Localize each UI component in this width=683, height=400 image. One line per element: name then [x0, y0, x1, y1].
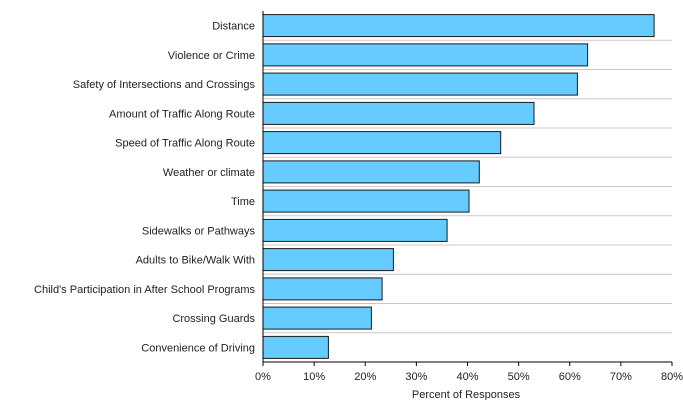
- grid-lines: [263, 39, 672, 334]
- category-labels: Distance Violence or Crime Safety of Inter…: [34, 21, 255, 355]
- category-label: Distance: [212, 21, 255, 33]
- bars: [262, 14, 655, 359]
- x-tick-label: 20%: [354, 371, 376, 383]
- x-axis-title: Percent of Responses: [412, 389, 521, 400]
- category-label: Safety of Intersections and Crossings: [73, 79, 256, 91]
- category-label: Time: [231, 196, 255, 208]
- x-tick-label: 80%: [661, 371, 683, 383]
- x-tick-label: 40%: [456, 371, 478, 383]
- bar: [262, 131, 502, 155]
- bar: [262, 306, 372, 330]
- category-label: Violence or Crime: [168, 50, 255, 62]
- x-tick-label: 0%: [255, 371, 271, 383]
- bar: [262, 14, 655, 38]
- bar: [262, 43, 589, 67]
- bar: [262, 101, 535, 125]
- bar: [262, 72, 578, 96]
- x-tick-label: 10%: [303, 371, 325, 383]
- bar: [262, 218, 448, 242]
- bar: [262, 189, 470, 213]
- x-tick-label: 30%: [405, 371, 427, 383]
- category-label: Child's Participation in After School Pr…: [34, 284, 255, 296]
- bar: [262, 248, 394, 272]
- x-ticks: 0% 10% 20% 30% 40% 50% 60% 70% 80%: [255, 362, 683, 383]
- category-label: Sidewalks or Pathways: [142, 225, 256, 237]
- category-label: Amount of Traffic Along Route: [109, 108, 255, 120]
- category-label: Convenience of Driving: [141, 342, 255, 354]
- bar: [262, 335, 329, 359]
- x-tick-label: 50%: [508, 371, 530, 383]
- category-label: Crossing Guards: [172, 313, 255, 325]
- x-tick-label: 60%: [559, 371, 581, 383]
- bar: [262, 160, 480, 184]
- category-label: Speed of Traffic Along Route: [115, 138, 255, 150]
- x-tick-label: 70%: [610, 371, 632, 383]
- category-label: Weather or climate: [163, 167, 255, 179]
- category-label: Adults to Bike/Walk With: [136, 255, 255, 267]
- bar: [262, 277, 383, 301]
